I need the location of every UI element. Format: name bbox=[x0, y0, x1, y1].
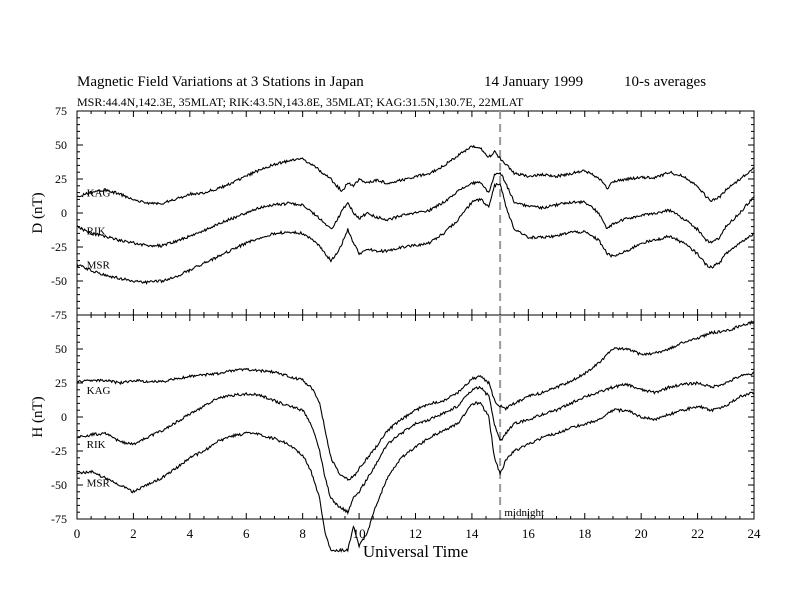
d-y-tick-label: 75 bbox=[55, 104, 67, 118]
d-series-kag bbox=[77, 144, 754, 206]
d-panel-frame bbox=[76, 110, 755, 316]
d-y-tick-label: 0 bbox=[61, 206, 67, 220]
d-y-tick-label: -25 bbox=[51, 240, 67, 254]
date-label: 14 January 1999 bbox=[484, 74, 584, 90]
x-tick-label: 6 bbox=[243, 526, 250, 541]
h-series-kag bbox=[77, 319, 754, 481]
x-tick-label: 20 bbox=[635, 526, 648, 541]
h-y-axis-label: H (nT) bbox=[30, 396, 46, 437]
x-tick-label: 14 bbox=[465, 526, 479, 541]
x-tick-label: 2 bbox=[130, 526, 137, 541]
x-axis-label: Universal Time bbox=[363, 542, 468, 561]
d-series-rik bbox=[77, 171, 754, 249]
averaging-label: 10-s averages bbox=[624, 74, 707, 90]
h-series-label-msr: MSR bbox=[87, 477, 111, 489]
h-panel-frame bbox=[76, 314, 755, 520]
midnight-label: midnight bbox=[504, 507, 544, 519]
chart-title: Magnetic Field Variations at 3 Stations … bbox=[77, 74, 364, 90]
d-series-label-msr: MSR bbox=[87, 260, 111, 272]
h-series-rik bbox=[77, 371, 754, 515]
x-tick-label: 12 bbox=[409, 526, 422, 541]
x-tick-label: 24 bbox=[748, 526, 762, 541]
h-y-tick-label: 0 bbox=[61, 410, 67, 424]
d-series-label-kag: KAG bbox=[87, 188, 111, 200]
h-y-tick-label: 25 bbox=[55, 376, 67, 390]
stations-line: MSR:44.4N,142.3E, 35MLAT; RIK:43.5N,143.… bbox=[77, 95, 524, 109]
x-tick-label: 4 bbox=[187, 526, 194, 541]
d-y-tick-label: -50 bbox=[51, 274, 67, 288]
d-series-msr bbox=[77, 182, 754, 285]
x-tick-label: 8 bbox=[299, 526, 306, 541]
x-tick-label: 10 bbox=[353, 526, 366, 541]
d-panel: 75 50 25 0 -25 -50 -75 D (nT) KAG RIK MSR bbox=[30, 104, 755, 322]
h-series-label-kag: KAG bbox=[87, 385, 111, 397]
d-series-label-rik: RIK bbox=[87, 226, 106, 238]
h-y-tick-label: 50 bbox=[55, 342, 67, 356]
d-y-tick-label: -75 bbox=[51, 308, 67, 322]
x-tick-label: 22 bbox=[691, 526, 704, 541]
h-series-label-rik: RIK bbox=[87, 439, 106, 451]
d-y-tick-label: 50 bbox=[55, 138, 67, 152]
h-y-tick-label: -25 bbox=[51, 444, 67, 458]
x-tick-label: 16 bbox=[522, 526, 536, 541]
d-y-axis-label: D (nT) bbox=[30, 192, 46, 233]
x-tick-label: 0 bbox=[74, 526, 81, 541]
h-y-tick-label: -75 bbox=[51, 512, 67, 526]
h-series-msr bbox=[77, 391, 754, 553]
h-y-tick-label: -50 bbox=[51, 478, 67, 492]
d-y-tick-label: 25 bbox=[55, 172, 67, 186]
x-tick-label: 18 bbox=[578, 526, 591, 541]
